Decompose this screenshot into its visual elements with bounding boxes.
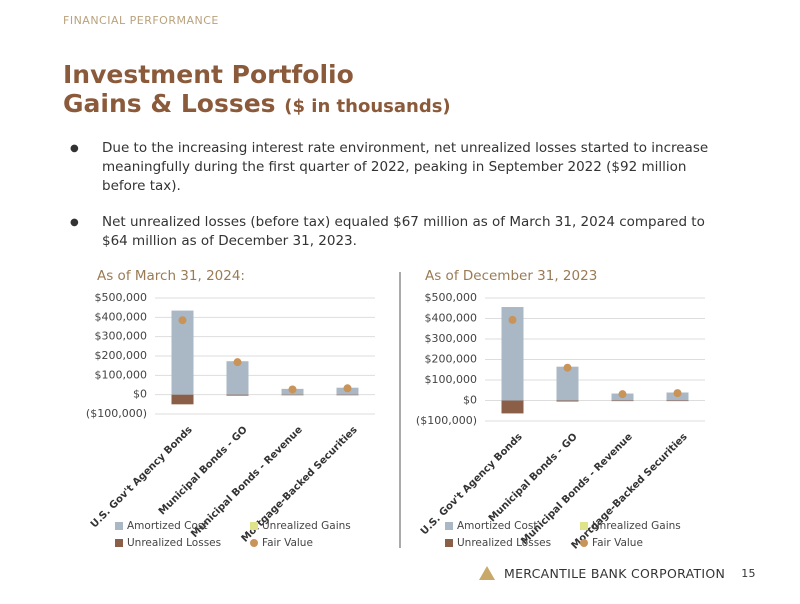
bar-segment (666, 400, 689, 402)
bar-segment (501, 400, 524, 414)
legend-swatch (115, 522, 123, 530)
company-name: MERCANTILE BANK CORPORATION (504, 565, 726, 581)
bar-segment (171, 310, 194, 395)
bullet: Net unrealized losses (before tax) equal… (70, 213, 710, 251)
y-tick-label: ($100,000) (86, 407, 147, 420)
bar-segment (226, 394, 249, 396)
y-tick-label: $0 (133, 388, 147, 401)
fair-value-dot (288, 385, 297, 394)
y-tick-label: $300,000 (95, 330, 148, 343)
bar-segment (226, 361, 249, 395)
bullet: Due to the increasing interest rate envi… (70, 139, 710, 196)
legend-swatch (580, 539, 588, 547)
chart-title: As of December 31, 2023 (425, 268, 597, 284)
title-note: ($ in thousands) (284, 96, 451, 117)
title-line: Gains & Losses (63, 89, 276, 118)
y-tick-label: $500,000 (425, 291, 478, 304)
title-line: Investment Portfolio (63, 60, 354, 89)
y-tick-label: $400,000 (95, 310, 148, 323)
y-tick-label: $400,000 (425, 312, 478, 325)
fair-value-dot (178, 316, 187, 325)
bar-segment (611, 400, 634, 402)
bar-segment (556, 366, 579, 401)
bar-segment (336, 394, 359, 396)
x-tick-label: Mortgage-Backed Securities (570, 431, 690, 551)
bar-segment (501, 307, 524, 401)
footer: MERCANTILE BANK CORPORATION 15 (478, 565, 756, 581)
y-tick-label: $100,000 (425, 373, 478, 386)
x-tick-label: Municipal Bonds - GO (157, 424, 250, 517)
bullet-list: Due to the increasing interest rate envi… (70, 139, 710, 268)
slide-title: Investment Portfolio Gains & Losses ($ i… (63, 60, 451, 121)
y-tick-label: $200,000 (425, 353, 478, 366)
legend-swatch (115, 539, 123, 547)
y-tick-label: $200,000 (95, 349, 148, 362)
logo (479, 566, 495, 580)
fair-value-dot (673, 389, 682, 398)
y-tick-label: $100,000 (95, 368, 148, 381)
legend-label: Unrealized Losses (127, 537, 221, 549)
legend-label: Fair Value (262, 537, 313, 549)
bar-segment (171, 394, 194, 405)
fair-value-dot (563, 363, 572, 372)
y-tick-label: $300,000 (425, 332, 478, 345)
fair-value-dot (618, 390, 627, 399)
y-tick-label: $500,000 (95, 291, 148, 304)
legend-label: Fair Value (592, 537, 643, 549)
legend-label: Amortized Cost (457, 520, 538, 532)
legend-swatch (445, 539, 453, 547)
fair-value-dot (508, 315, 517, 324)
legend-label: Unrealized Gains (262, 520, 351, 532)
section-header: FINANCIAL PERFORMANCE (63, 14, 219, 27)
legend-label: Unrealized Gains (592, 520, 681, 532)
legend-swatch (445, 522, 453, 530)
legend-swatch (580, 522, 588, 530)
legend-swatch (250, 522, 258, 530)
legend-label: Unrealized Losses (457, 537, 551, 549)
fair-value-dot (343, 384, 352, 393)
fair-value-dot (233, 358, 242, 367)
y-tick-label: $0 (463, 394, 477, 407)
x-tick-label: Municipal Bonds - GO (487, 431, 580, 524)
page-number: 15 (741, 566, 756, 580)
title-line: Gains & Losses ($ in thousands) (63, 89, 451, 121)
bar-segment (556, 400, 579, 402)
chart-title: As of March 31, 2024: (97, 268, 245, 284)
bar-segment (281, 394, 304, 396)
legend-label: Amortized Cost (127, 520, 208, 532)
x-tick-label: U.S. Gov't Agency Bonds (89, 424, 195, 530)
y-tick-label: ($100,000) (416, 414, 477, 427)
legend-swatch (250, 539, 258, 547)
